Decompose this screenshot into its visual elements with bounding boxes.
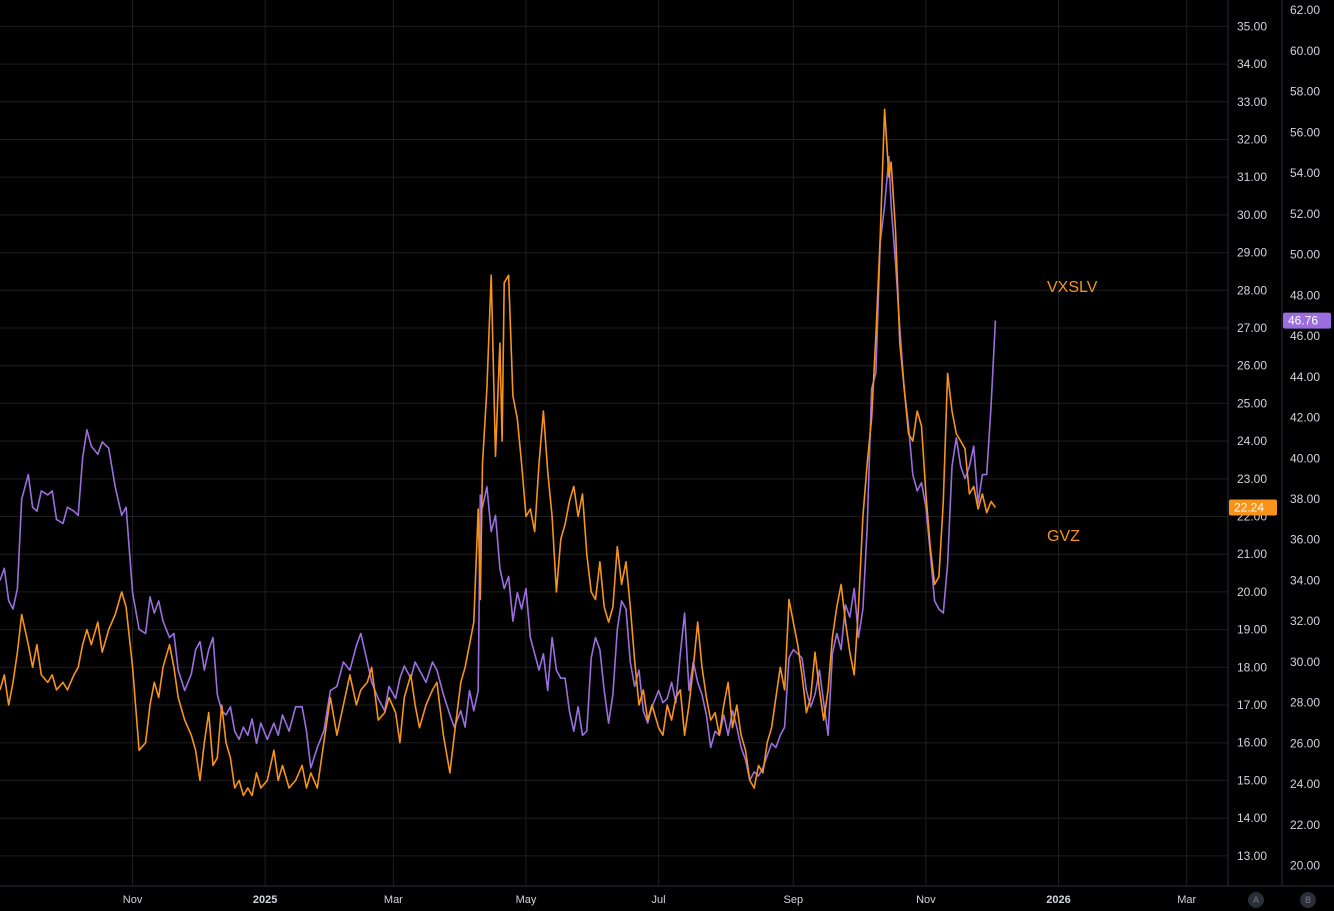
left-axis-tick-label: 23.00 [1237,472,1267,486]
right-axis-tick-label: 42.00 [1290,411,1320,425]
right-axis-tick-label: 44.00 [1290,370,1320,384]
svg-text:22.24: 22.24 [1234,500,1264,514]
right-axis-tick-label: 48.00 [1290,288,1320,302]
last-value-badge-gvz: 22.24 [1229,499,1277,516]
left-axis-tick-label: 15.00 [1237,773,1267,787]
left-axis-tick-label: 26.00 [1237,359,1267,373]
time-axis-tick-label: May [516,894,537,906]
time-axis-tick-label: Nov [916,894,936,906]
left-axis-tick-label: 18.00 [1237,660,1267,674]
series-label-vxslv: VXSLV [1047,279,1098,296]
time-axis-tick-label: 2025 [253,894,277,906]
series-lines [0,108,997,797]
right-axis-tick-label: 52.00 [1290,207,1320,221]
right-axis-tick-label: 30.00 [1290,655,1320,669]
left-axis-tick-label: 25.00 [1237,396,1267,410]
right-axis-tick-label: 62.00 [1290,3,1320,17]
time-axis-tick-label: 2026 [1046,894,1070,906]
right-axis-tick-label: 36.00 [1290,533,1320,547]
gridlines [0,0,1228,886]
svg-text:46.76: 46.76 [1288,314,1318,328]
left-axis-tick-label: 29.00 [1237,246,1267,260]
right-axis-tick-label: 26.00 [1290,736,1320,750]
right-axis-tick-label: 32.00 [1290,614,1320,628]
time-axis-tick-label: Jul [652,894,666,906]
time-axis-tick-label: Mar [1177,894,1196,906]
left-axis-tick-label: 27.00 [1237,321,1267,335]
left-axis-tick-label: 33.00 [1237,95,1267,109]
right-axis-tick-label: 38.00 [1290,492,1320,506]
left-axis-tick-label: 30.00 [1237,208,1267,222]
series-line-vxslv [0,156,997,781]
left-axis-tick-label: 24.00 [1237,434,1267,448]
left-axis-tick-label: 19.00 [1237,623,1267,637]
right-axis-tick-label: 56.00 [1290,125,1320,139]
left-axis-tick-label: 21.00 [1237,547,1267,561]
time-axis-tick-label: Nov [123,894,143,906]
price-axes[interactable]: 13.00 14.00 15.00 16.00 17.00 18.00 19.00 20.00… [0,0,1334,887]
series-label-gvz: GVZ [1047,528,1080,545]
right-axis-tick-label: 24.00 [1290,777,1320,791]
left-axis-tick-label: 16.00 [1237,736,1267,750]
left-axis-tick-label: 13.00 [1237,849,1267,863]
time-axis[interactable]: Nov 2025 Mar May Jul Sep Nov 2026 Mar [123,894,1197,906]
right-axis-tick-label: 54.00 [1290,166,1320,180]
left-axis-tick-label: 14.00 [1237,811,1267,825]
right-axis-tick-label: 20.00 [1290,859,1320,873]
last-value-badges: 46.76 22.24 [1229,312,1331,516]
time-axis-tick-label: Mar [384,894,403,906]
right-axis-tick-label: 22.00 [1290,818,1320,832]
right-axis-tick-label: 28.00 [1290,696,1320,710]
series-line-gvz [0,108,997,797]
right-axis-tick-label: 34.00 [1290,573,1320,587]
left-axis-tick-label: 31.00 [1237,170,1267,184]
time-axis-tick-label: Sep [784,894,804,906]
left-axis-tick-label: 32.00 [1237,132,1267,146]
right-axis-tick-label: 46.00 [1290,329,1320,343]
scale-mode-button[interactable]: B [1300,892,1316,908]
right-axis-tick-label: 40.00 [1290,451,1320,465]
left-axis-tick-label: 17.00 [1237,698,1267,712]
last-value-badge-vxslv: 46.76 [1283,312,1331,329]
left-axis-tick-label: 28.00 [1237,283,1267,297]
auto-scale-button[interactable]: A [1248,892,1264,908]
left-axis-tick-label: 20.00 [1237,585,1267,599]
left-axis-tick-label: 34.00 [1237,57,1267,71]
right-axis-tick-label: 58.00 [1290,85,1320,99]
left-axis-tick-label: 35.00 [1237,19,1267,33]
right-axis-tick-label: 60.00 [1290,44,1320,58]
right-axis-tick-label: 50.00 [1290,248,1320,262]
